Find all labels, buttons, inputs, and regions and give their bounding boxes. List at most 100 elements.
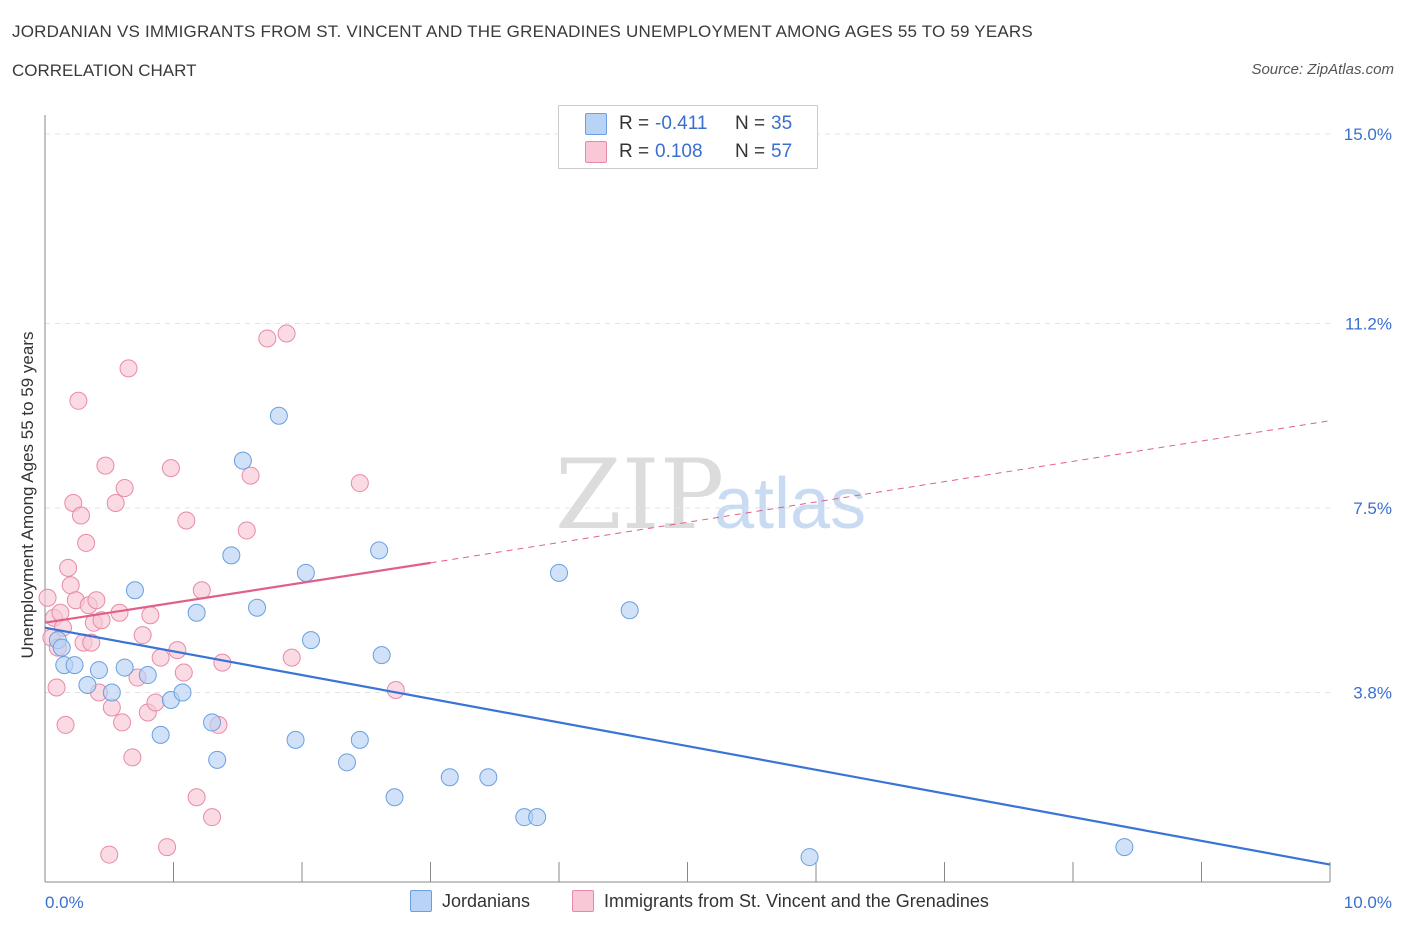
immigrant-point (87, 591, 106, 610)
jordanian-point (222, 546, 241, 565)
immigrant-point (100, 845, 119, 864)
jordanian-point (550, 563, 568, 582)
immigrant-point (237, 521, 256, 540)
immigrant-trend-line (44, 561, 431, 624)
legend-n-label: N = (735, 141, 766, 162)
jordanian-point (138, 666, 157, 685)
immigrant-point (350, 474, 369, 493)
immigrant-point (115, 479, 134, 498)
x-tick-label: 0.0% (45, 893, 84, 912)
y-tick-label: 15.0% (1344, 125, 1392, 144)
jordanian-point (65, 656, 84, 675)
legend-row-jordanians: R = -0.411 N = 35 (585, 113, 792, 135)
immigrant-point (277, 324, 296, 343)
jordanian-point (78, 676, 97, 695)
immigrant-point (177, 511, 196, 530)
y-axis-label: Unemployment Among Ages 55 to 59 years (18, 331, 37, 659)
jordanian-trend-line (44, 626, 1331, 866)
legend-r-label: R = (619, 141, 650, 162)
immigrant-point (146, 693, 165, 712)
immigrant-point (38, 588, 57, 607)
immigrant-point (258, 329, 277, 348)
jordanian-point (528, 808, 547, 827)
immigrant-point (59, 558, 78, 577)
jordanian-point (350, 730, 369, 749)
immigrant-point (47, 678, 66, 697)
jordanian-point (173, 683, 192, 702)
jordanian-point (286, 730, 305, 749)
legend-n-value: 35 (771, 113, 793, 134)
chart-subtitle: CORRELATION CHART (12, 61, 197, 80)
watermark-atlas: atlas (714, 464, 866, 544)
jordanian-point (620, 601, 639, 620)
watermark-zip: ZIP (555, 439, 724, 551)
legend-n-value: 57 (771, 141, 793, 162)
jordanian-point (102, 683, 121, 702)
immigrant-point (102, 698, 121, 717)
legend-row-immigrants: R = 0.108 N = 57 (585, 141, 792, 163)
immigrant-point (133, 626, 152, 645)
legend-swatch-pink (585, 141, 607, 163)
legend-r-label: R = (619, 113, 650, 134)
immigrant-point (82, 633, 101, 652)
immigrant-point (92, 611, 111, 630)
immigrant-point (119, 359, 138, 378)
legend-r-value: 0.108 (655, 141, 703, 162)
immigrant-point (192, 581, 211, 600)
jordanian-point (479, 768, 498, 787)
jordanian-point (151, 725, 170, 744)
legend-r-value: -0.411 (655, 113, 708, 134)
immigrant-point (77, 533, 96, 552)
immigrant-point (158, 838, 177, 857)
immigrant-point (241, 466, 260, 485)
jordanian-point (89, 661, 108, 680)
jordanian-point (187, 603, 206, 622)
legend-label-jordanians: Jordanians (442, 890, 531, 911)
jordanian-point (115, 658, 134, 677)
immigrant-point (106, 494, 125, 513)
legend-swatch-pink (572, 890, 594, 912)
immigrant-point (56, 715, 75, 734)
jordanian-point (301, 631, 320, 650)
jordanian-point (52, 638, 71, 657)
immigrant-point (123, 748, 142, 767)
jordanian-point (296, 563, 315, 582)
jordanian-point (125, 581, 144, 600)
y-tick-label: 7.5% (1353, 499, 1392, 518)
y-tick-label: 3.8% (1353, 684, 1392, 703)
immigrant-trend-line-extrapolated (430, 420, 1331, 564)
legend-item-jordanians: Jordanians (410, 890, 530, 912)
jordanian-point (203, 713, 222, 732)
immigrant-point (96, 456, 115, 475)
immigrant-point (71, 506, 90, 525)
jordanian-point (337, 753, 356, 772)
immigrant-point (151, 648, 170, 667)
legend-item-immigrants: Immigrants from St. Vincent and the Gren… (572, 890, 989, 912)
immigrant-point (386, 681, 405, 700)
jordanian-point (1115, 838, 1134, 857)
immigrant-point (141, 606, 160, 625)
immigrant-point (203, 808, 222, 827)
immigrant-point (174, 663, 193, 682)
legend-swatch-blue (410, 890, 432, 912)
correlation-legend: R = -0.411 N = 35 R = 0.108 N = 57 (558, 105, 818, 169)
immigrant-point (61, 576, 80, 595)
x-tick-label: 10.0% (1344, 893, 1392, 912)
jordanian-point (269, 406, 288, 425)
legend-n-label: N = (735, 113, 766, 134)
y-tick-label: 11.2% (1345, 314, 1392, 333)
jordanian-point (385, 788, 404, 807)
chart-title: JORDANIAN VS IMMIGRANTS FROM ST. VINCENT… (12, 22, 1033, 41)
jordanian-point (248, 598, 267, 617)
immigrant-point (161, 459, 180, 478)
series-legend: Jordanians Immigrants from St. Vincent a… (0, 890, 1406, 914)
immigrant-point (187, 788, 206, 807)
legend-label-immigrants: Immigrants from St. Vincent and the Gren… (604, 890, 989, 911)
immigrant-point (282, 648, 301, 667)
jordanian-point (370, 541, 389, 560)
jordanian-point (233, 451, 252, 470)
immigrant-point (113, 713, 132, 732)
jordanian-point (800, 848, 819, 867)
jordanian-point (208, 750, 227, 769)
